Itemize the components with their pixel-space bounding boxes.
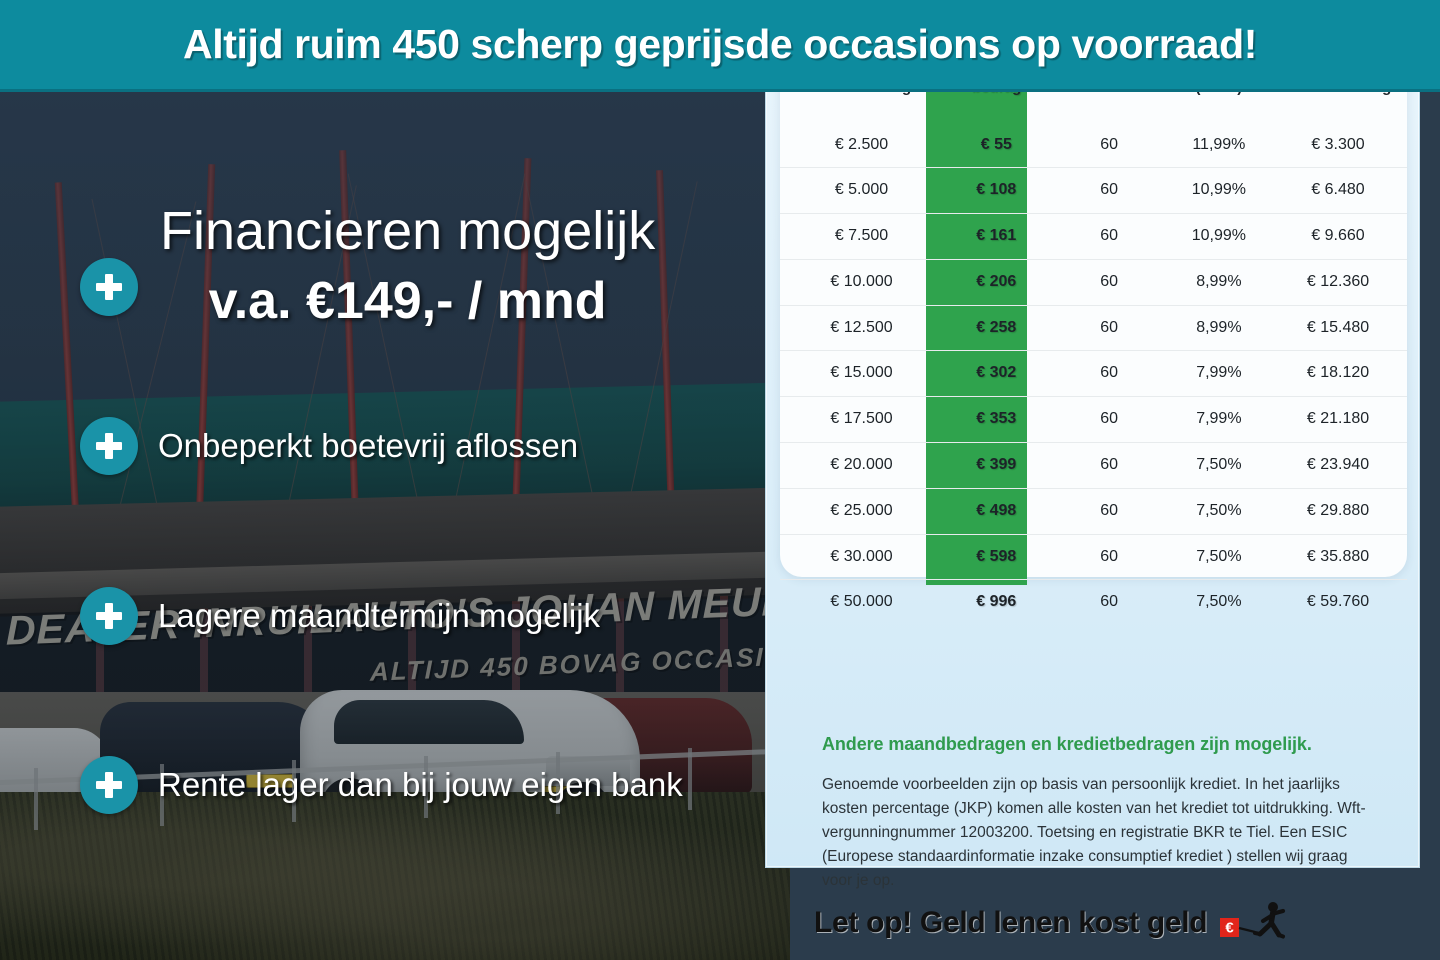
bullet-item-2: Lagere maandtermijn mogelijk bbox=[80, 587, 600, 645]
cell-looptijd: 60 bbox=[1049, 350, 1169, 397]
cell-jkp: 7,50% bbox=[1168, 442, 1270, 489]
table-row: € 5.000 € 108 60 10,99% € 6.480 bbox=[780, 167, 1407, 214]
cell-jkp: 7,50% bbox=[1168, 487, 1270, 535]
cell-kredietbedrag: € 5.000 bbox=[780, 167, 944, 214]
cell-totaalbedrag: € 23.940 bbox=[1269, 442, 1407, 489]
bullet-item-1: Onbeperkt boetevrij aflossen bbox=[80, 417, 578, 475]
cell-termijnbedrag: € 302 bbox=[943, 350, 1050, 397]
table-row: € 2.500 € 55 60 11,99% € 3.300 bbox=[780, 123, 1407, 168]
cell-termijnbedrag: € 353 bbox=[943, 396, 1050, 443]
legal-warning-text: Let op! Geld lenen kost geld bbox=[814, 906, 1208, 939]
cell-totaalbedrag: € 3.300 bbox=[1311, 135, 1365, 153]
cell-termijnbedrag: € 55 bbox=[980, 135, 1012, 153]
top-banner: Altijd ruim 450 scherp geprijsde occasio… bbox=[0, 0, 1440, 92]
cell-termijnbedrag: € 996 bbox=[943, 579, 1050, 626]
cell-looptijd: 60 bbox=[1049, 442, 1169, 489]
cell-totaalbedrag: € 29.880 bbox=[1269, 487, 1407, 535]
cell-looptijd: 60 bbox=[1049, 258, 1169, 306]
table-row: € 30.000 € 598 60 7,50% € 35.880 bbox=[780, 533, 1407, 580]
cell-looptijd: 60 bbox=[1049, 487, 1169, 535]
cell-kredietbedrag: € 10.000 bbox=[780, 258, 944, 306]
rate-table-card: Totale kredietbedrag Termijn bedrag Loop… bbox=[780, 21, 1407, 626]
feature-bullets: Financieren mogelijk v.a. €149,- / mnd O… bbox=[0, 92, 790, 960]
table-row: € 20.000 € 399 60 7,50% € 23.940 bbox=[780, 442, 1407, 489]
cell-totaalbedrag: € 35.880 bbox=[1269, 533, 1407, 580]
cell-looptijd: 60 bbox=[1049, 396, 1169, 443]
cell-totaalbedrag: € 59.760 bbox=[1269, 579, 1407, 626]
cell-termijnbedrag: € 498 bbox=[943, 487, 1050, 535]
cell-kredietbedrag: € 30.000 bbox=[780, 533, 944, 580]
cell-termijnbedrag: € 399 bbox=[943, 442, 1050, 489]
geld-lenen-kost-geld-logo-icon: € bbox=[1219, 901, 1293, 945]
hero-line-2: v.a. €149,- / mnd bbox=[208, 272, 607, 331]
cell-looptijd: 60 bbox=[1049, 167, 1169, 214]
note-title: Andere maandbedragen en kredietbedragen … bbox=[822, 734, 1312, 754]
plus-circle-icon bbox=[80, 417, 138, 475]
cell-termijnbedrag: € 598 bbox=[943, 533, 1050, 580]
cell-kredietbedrag: € 17.500 bbox=[780, 396, 944, 443]
photo-dark-overlay bbox=[0, 92, 790, 960]
table-row: € 25.000 € 498 60 7,50% € 29.880 bbox=[780, 487, 1407, 535]
cell-looptijd: 60 bbox=[1100, 135, 1119, 153]
cell-kredietbedrag: € 2.500 bbox=[834, 135, 889, 153]
cell-termijnbedrag: € 206 bbox=[943, 258, 1050, 306]
table-row: € 50.000 € 996 60 7,50% € 59.760 bbox=[780, 579, 1407, 626]
cell-looptijd: 60 bbox=[1049, 533, 1169, 580]
banner-headline: Altijd ruim 450 scherp geprijsde occasio… bbox=[183, 21, 1257, 67]
cell-totaalbedrag: € 21.180 bbox=[1269, 396, 1407, 443]
cell-jkp: 7,50% bbox=[1168, 533, 1270, 580]
hero-line-1: Financieren mogelijk bbox=[160, 201, 656, 261]
cell-totaalbedrag: € 6.480 bbox=[1269, 167, 1407, 214]
cell-looptijd: 60 bbox=[1049, 579, 1169, 626]
legal-warning: Let op! Geld lenen kost geld € bbox=[814, 901, 1293, 945]
bullet-label: Rente lager dan bij jouw eigen bank bbox=[158, 766, 683, 803]
financing-panel: Totale kredietbedrag Termijn bedrag Loop… bbox=[765, 20, 1420, 939]
cell-looptijd: 60 bbox=[1049, 213, 1169, 260]
table-row: € 12.500 € 258 60 8,99% € 15.480 bbox=[780, 304, 1407, 351]
cell-kredietbedrag: € 7.500 bbox=[780, 213, 944, 260]
plus-circle-icon bbox=[80, 756, 138, 814]
cell-jkp: 7,99% bbox=[1168, 350, 1270, 397]
cell-kredietbedrag: € 50.000 bbox=[780, 579, 944, 626]
table-row: € 17.500 € 353 60 7,99% € 21.180 bbox=[780, 396, 1407, 443]
plus-circle-icon bbox=[80, 258, 138, 316]
bullet-label: Lagere maandtermijn mogelijk bbox=[158, 597, 601, 634]
cell-kredietbedrag: € 20.000 bbox=[780, 442, 944, 489]
cell-jkp: 7,50% bbox=[1168, 579, 1270, 626]
cell-looptijd: 60 bbox=[1049, 304, 1169, 351]
cell-jkp: 8,99% bbox=[1168, 304, 1270, 351]
cell-totaalbedrag: € 9.660 bbox=[1269, 213, 1407, 260]
cell-jkp: 10,99% bbox=[1168, 213, 1270, 260]
cell-termijnbedrag: € 108 bbox=[943, 167, 1050, 214]
cell-kredietbedrag: € 15.000 bbox=[780, 350, 944, 397]
bullet-item-3: Rente lager dan bij jouw eigen bank bbox=[80, 756, 683, 814]
cell-jkp: 11,99% bbox=[1192, 135, 1246, 153]
cell-kredietbedrag: € 25.000 bbox=[780, 487, 944, 535]
svg-text:€: € bbox=[1226, 920, 1235, 937]
cell-jkp: 7,99% bbox=[1168, 396, 1270, 443]
plus-circle-icon bbox=[80, 587, 138, 645]
hero-claim: Financieren mogelijk v.a. €149,- / mnd bbox=[80, 200, 780, 332]
table-body: € 2.500 € 55 60 11,99% € 3.300 € 5.000 €… bbox=[780, 123, 1407, 626]
bullet-label: Onbeperkt boetevrij aflossen bbox=[158, 427, 579, 464]
cell-kredietbedrag: € 12.500 bbox=[780, 304, 944, 351]
cell-termijnbedrag: € 258 bbox=[943, 304, 1050, 351]
table-row: € 7.500 € 161 60 10,99% € 9.660 bbox=[780, 213, 1407, 260]
table-row: € 10.000 € 206 60 8,99% € 12.360 bbox=[780, 258, 1407, 306]
cell-jkp: 8,99% bbox=[1168, 258, 1270, 306]
cell-totaalbedrag: € 18.120 bbox=[1269, 350, 1407, 397]
cell-termijnbedrag: € 161 bbox=[943, 213, 1050, 260]
cell-totaalbedrag: € 15.480 bbox=[1269, 304, 1407, 351]
table-row: € 15.000 € 302 60 7,99% € 18.120 bbox=[780, 350, 1407, 397]
financing-rate-table: Totale kredietbedrag Termijn bedrag Loop… bbox=[780, 29, 1407, 626]
cell-totaalbedrag: € 12.360 bbox=[1269, 258, 1407, 306]
note-body: Genoemde voorbeelden zijn op basis van p… bbox=[822, 776, 1366, 890]
cell-jkp: 10,99% bbox=[1168, 167, 1270, 214]
